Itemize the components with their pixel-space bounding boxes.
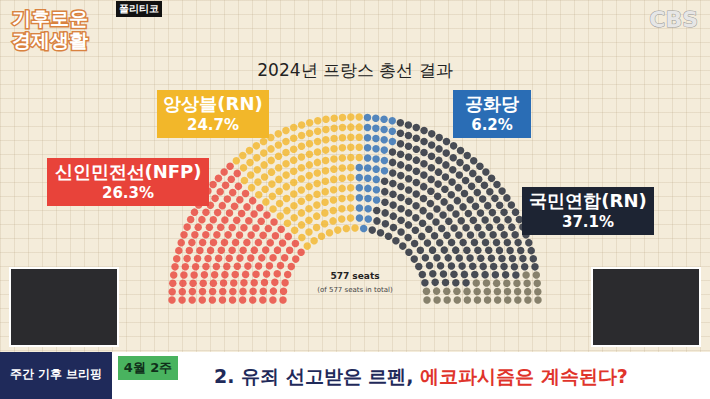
svg-text:2. 유죄 선고받은 르펜,: 2. 유죄 선고받은 르펜, [214, 365, 420, 387]
svg-text:37.1%: 37.1% [562, 213, 614, 231]
svg-text:26.3%: 26.3% [102, 184, 154, 202]
svg-text:신인민전선(NFP): 신인민전선(NFP) [54, 161, 201, 182]
svg-text:폴리티코: 폴리티코 [119, 3, 159, 14]
svg-text:(of 577 seats in total): (of 577 seats in total) [317, 286, 393, 294]
svg-text:에코파시즘은 계속된다?: 에코파시즘은 계속된다? [420, 365, 628, 387]
svg-text:577 seats: 577 seats [330, 271, 379, 281]
svg-text:앙상블(RN): 앙상블(RN) [163, 93, 262, 114]
svg-text:6.2%: 6.2% [471, 116, 513, 134]
svg-text:주간 기후 브리핑: 주간 기후 브리핑 [10, 367, 102, 381]
svg-text:기후로운: 기후로운 [12, 7, 88, 29]
svg-text:CBS: CBS [649, 7, 698, 32]
svg-text:경제생활: 경제생활 [12, 29, 88, 51]
svg-text:4월 2주: 4월 2주 [124, 360, 173, 375]
svg-text:국민연합(RN): 국민연합(RN) [529, 190, 646, 211]
svg-text:24.7%: 24.7% [187, 116, 239, 134]
svg-text:공화당: 공화당 [465, 93, 519, 114]
svg-text:2024년 프랑스 총선 결과: 2024년 프랑스 총선 결과 [257, 60, 452, 80]
